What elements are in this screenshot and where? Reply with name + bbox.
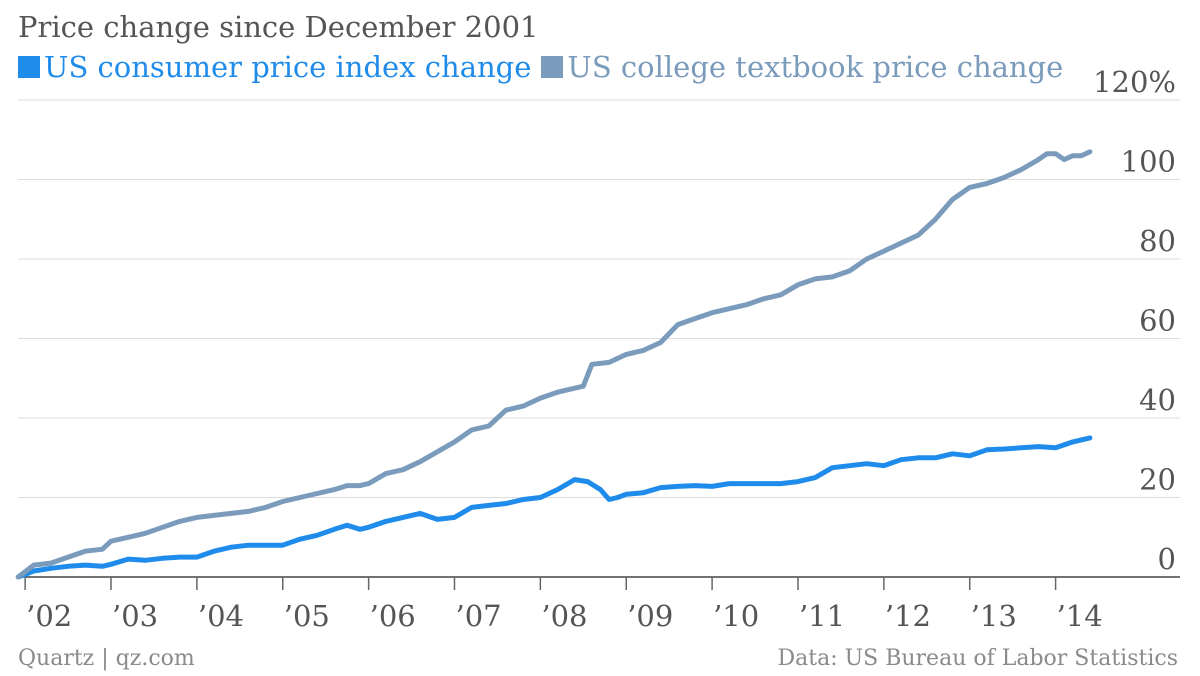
x-tick-label: ’02 [26,599,72,633]
x-tick-label: ’09 [627,599,673,633]
x-tick-label: ’08 [541,599,587,633]
x-tick-label: ’07 [455,599,501,633]
y-tick-label: 100 [1121,145,1176,179]
x-tick-label: ’13 [971,599,1017,633]
x-tick-label: ’04 [198,599,244,633]
y-tick-label: 40 [1139,383,1176,417]
legend-label-textbook: US college textbook price change [567,50,1064,84]
legend-label-cpi: US consumer price index change [44,50,532,84]
chart-legend: US consumer price index change US colleg… [18,50,1073,84]
x-axis-ticks: ’02 ’03 ’04 ’05 ’06 ’07 ’08 ’09 ’10 ’11 ’12 ’13 ’14 [24,577,1103,633]
chart-title: Price change since December 2001 [18,10,539,44]
legend-item-cpi: US consumer price index change [18,50,531,84]
legend-swatch-textbook [541,56,564,78]
x-tick-label: ’05 [284,599,330,633]
footer-credit: Quartz | qz.com [18,646,195,671]
legend-swatch-cpi [18,56,40,78]
series-line-textbook [15,149,1093,580]
y-tick-label: 60 [1139,304,1176,338]
y-tick-label: 20 [1139,463,1176,497]
x-tick-label: ’10 [713,599,759,633]
series-lines [15,149,1093,580]
y-tick-label: 120% [1093,65,1176,99]
y-tick-label: 0 [1158,542,1176,576]
footer-source: Data: US Bureau of Labor Statistics [777,646,1178,671]
x-tick-label: ’06 [370,599,416,633]
y-tick-label: 80 [1139,224,1176,258]
x-tick-label: ’14 [1057,599,1103,633]
series-line-cpi [15,435,1093,580]
x-tick-label: ’03 [112,599,158,633]
y-axis-ticks: 0 20 40 60 80 100 120% [1093,65,1176,576]
legend-item-textbook: US college textbook price change [541,50,1063,84]
x-tick-label: ’12 [885,599,931,633]
x-tick-label: ’11 [799,599,845,633]
gridlines [18,99,1180,578]
